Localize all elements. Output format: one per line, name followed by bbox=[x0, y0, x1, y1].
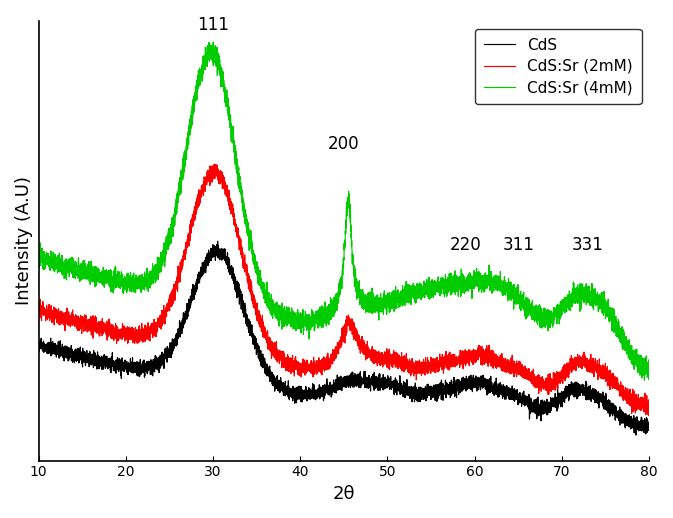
CdS:Sr (4mM) bbox=[640, 377, 648, 383]
CdS bbox=[265, 374, 273, 380]
CdS:Sr (2mM) bbox=[194, 193, 203, 199]
CdS:Sr (4mM) bbox=[277, 316, 285, 322]
CdS:Sr (4mM) bbox=[448, 275, 456, 281]
CdS bbox=[194, 274, 203, 280]
CdS:Sr (2mM) bbox=[448, 355, 456, 361]
X-axis label: 2θ: 2θ bbox=[332, 485, 355, 503]
CdS bbox=[277, 381, 285, 387]
Line: CdS:Sr (2mM): CdS:Sr (2mM) bbox=[38, 164, 649, 415]
CdS:Sr (2mM) bbox=[645, 408, 653, 414]
Line: CdS: CdS bbox=[38, 241, 649, 435]
CdS bbox=[34, 341, 42, 347]
Text: 311: 311 bbox=[503, 236, 534, 254]
Legend: CdS, CdS:Sr (2mM), CdS:Sr (4mM): CdS, CdS:Sr (2mM), CdS:Sr (4mM) bbox=[475, 28, 641, 104]
CdS:Sr (2mM) bbox=[34, 310, 42, 316]
CdS:Sr (2mM) bbox=[211, 161, 219, 167]
CdS:Sr (2mM) bbox=[67, 314, 75, 320]
CdS bbox=[213, 238, 221, 244]
CdS bbox=[67, 353, 75, 359]
CdS:Sr (4mM) bbox=[194, 84, 203, 91]
Text: 220: 220 bbox=[450, 236, 482, 254]
CdS:Sr (2mM) bbox=[330, 357, 339, 363]
CdS:Sr (4mM) bbox=[645, 362, 653, 368]
CdS bbox=[330, 387, 339, 393]
CdS bbox=[645, 421, 653, 427]
Text: 111: 111 bbox=[197, 16, 229, 34]
CdS:Sr (4mM) bbox=[67, 265, 75, 271]
CdS:Sr (4mM) bbox=[330, 311, 339, 317]
CdS bbox=[448, 387, 456, 394]
CdS:Sr (4mM) bbox=[209, 39, 217, 45]
CdS:Sr (2mM) bbox=[277, 354, 285, 361]
Y-axis label: Intensity (A.U): Intensity (A.U) bbox=[15, 176, 33, 305]
CdS:Sr (2mM) bbox=[645, 412, 653, 419]
CdS bbox=[632, 432, 640, 438]
CdS:Sr (2mM) bbox=[265, 338, 273, 344]
Text: 331: 331 bbox=[572, 236, 604, 254]
CdS:Sr (4mM) bbox=[34, 260, 42, 266]
Line: CdS:Sr (4mM): CdS:Sr (4mM) bbox=[38, 42, 649, 380]
Text: 200: 200 bbox=[328, 135, 359, 153]
CdS:Sr (4mM) bbox=[265, 304, 273, 310]
